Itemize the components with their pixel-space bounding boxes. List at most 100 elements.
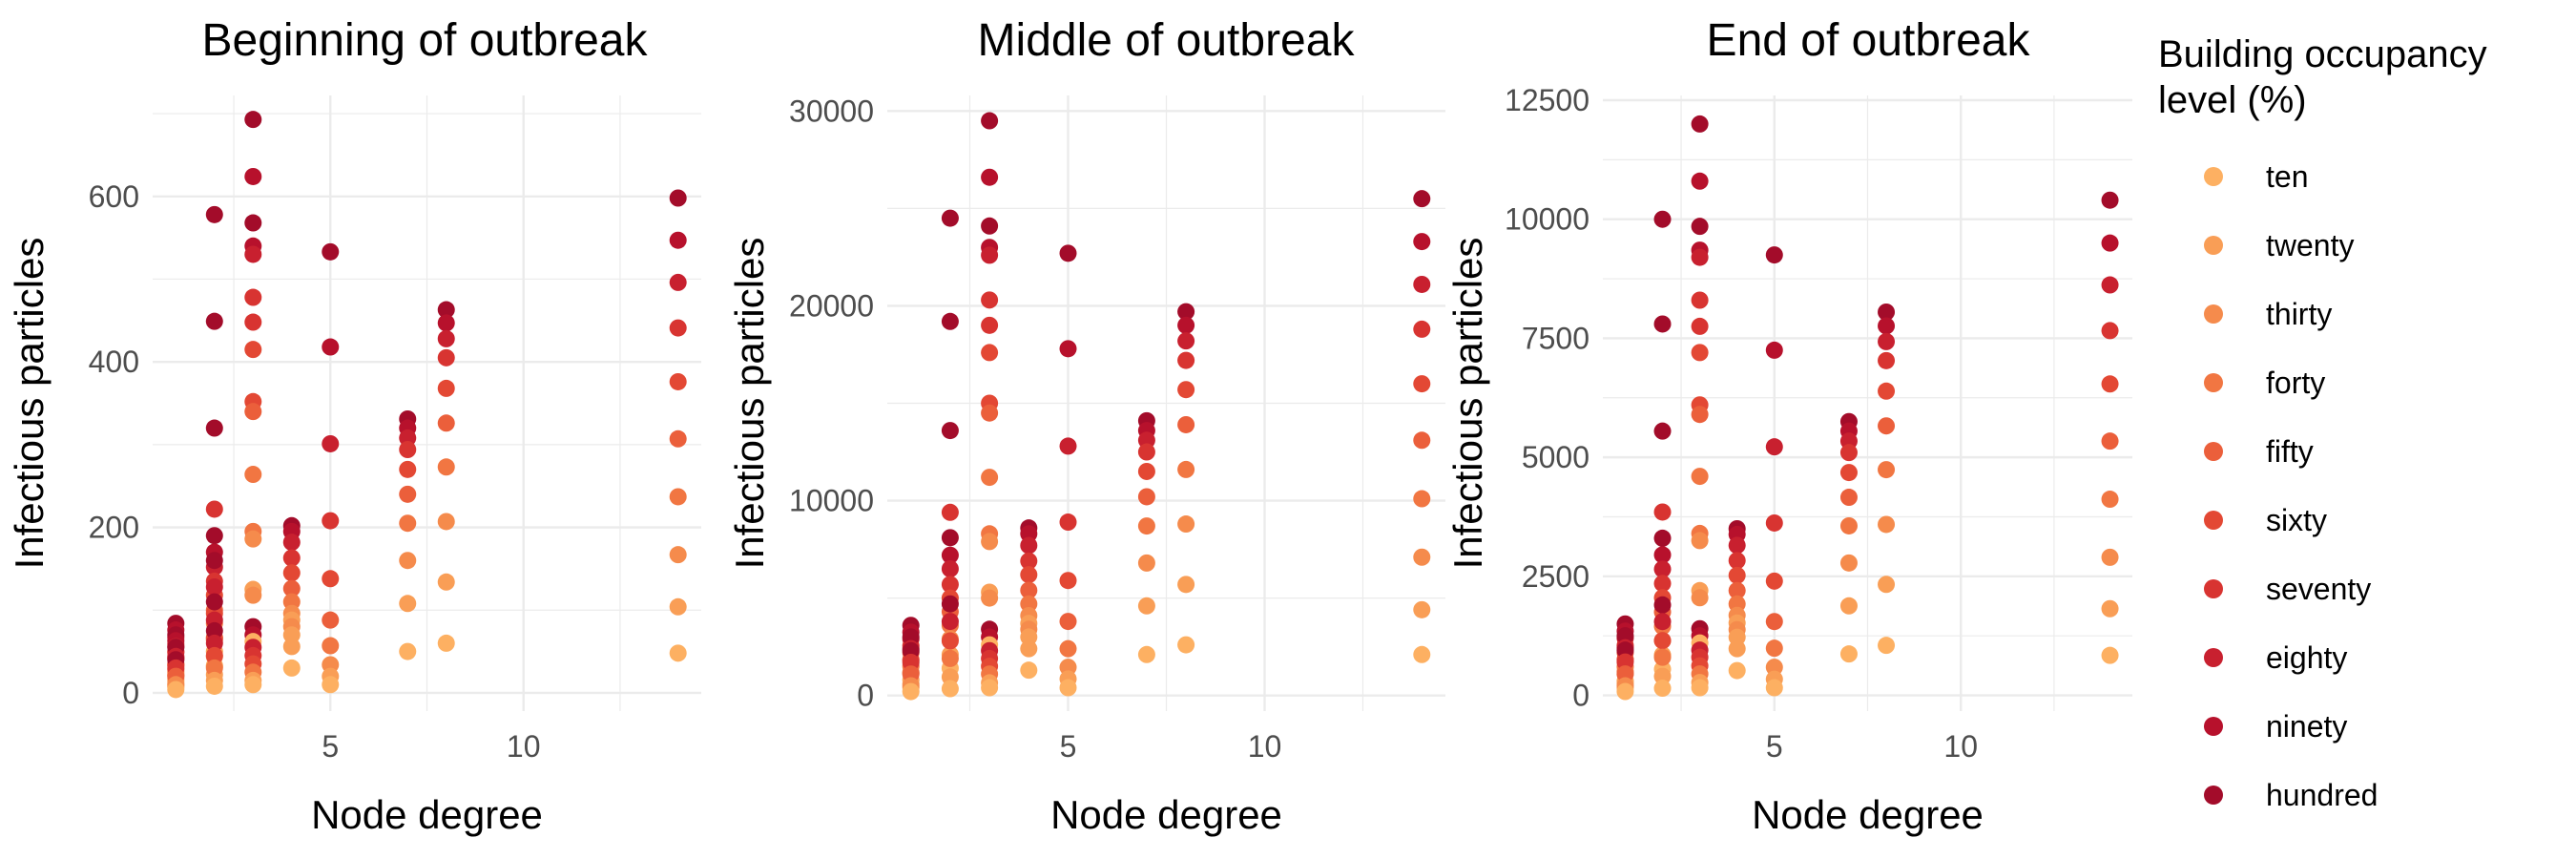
scatter-point-fifty: [669, 430, 687, 448]
y-tick-label: 200: [89, 511, 139, 545]
x-axis-label: Node degree: [1050, 792, 1282, 837]
scatter-point-eighty: [205, 577, 223, 596]
scatter-point-fifty: [1728, 581, 1746, 599]
scatter-point-twenty: [399, 595, 417, 613]
scatter-point-seventy: [1059, 513, 1077, 532]
scatter-point-hundred: [1059, 244, 1077, 262]
scatter-point-sixty: [322, 570, 340, 588]
scatter-point-thirty: [1413, 548, 1431, 566]
scatter-point-thirty: [399, 552, 417, 570]
scatter-point-thirty: [1137, 554, 1155, 572]
scatter-point-seventy: [437, 348, 455, 367]
scatter-point-ten: [1413, 645, 1431, 663]
scatter-point-ninety: [1413, 233, 1431, 251]
scatter-point-hundred: [1653, 422, 1672, 440]
scatter-point-hundred: [205, 527, 223, 545]
scatter-point-ninety: [1059, 340, 1077, 358]
scatter-point-seventy: [1137, 443, 1155, 461]
panel-2: 5 10 0 10000 20000 30000 Middle of outbreak Nod…: [727, 15, 1445, 837]
y-tick-label: 10000: [789, 484, 874, 518]
scatter-point-ten: [399, 642, 417, 660]
scatter-point-ten: [322, 676, 340, 694]
scatter-point-thirty: [1839, 554, 1858, 572]
scatter-point-twenty: [1878, 576, 1896, 594]
scatter-point-thirty: [437, 513, 455, 531]
legend-swatch-ninety: [2204, 717, 2223, 736]
scatter-point-hundred: [205, 593, 223, 611]
scatter-point-eighty: [1765, 438, 1783, 456]
legend-label-hundred: hundred: [2266, 778, 2378, 812]
scatter-point-forty: [399, 514, 417, 533]
scatter-point-ten: [981, 679, 999, 697]
scatter-point-sixty: [669, 372, 687, 390]
scatter-point-twenty: [1728, 639, 1746, 658]
scatter-point-twenty: [1177, 576, 1195, 594]
scatter-point-fifty: [1413, 431, 1431, 450]
legend-swatch-fifty: [2204, 442, 2223, 461]
y-axis-label: Infectious particles: [7, 238, 52, 570]
scatter-point-seventy: [2101, 322, 2119, 340]
scatter-point-twenty: [1839, 597, 1858, 615]
scatter-point-ten: [1653, 680, 1672, 698]
scatter-point-seventy: [1653, 503, 1672, 521]
scatter-point-fifty: [1616, 665, 1634, 683]
scatter-point-ten: [941, 680, 959, 698]
scatter-point-eighty: [1413, 275, 1431, 293]
scatter-point-hundred: [2101, 191, 2119, 209]
scatter-point-seventy: [1765, 513, 1783, 532]
y-tick-label: 0: [1572, 679, 1589, 713]
legend-label-thirty: thirty: [2266, 297, 2332, 331]
scatter-point-eighty: [981, 246, 999, 264]
scatter-point-eighty: [1020, 536, 1038, 555]
scatter-point-ninety: [1653, 546, 1672, 564]
scatter-point-hundred: [1878, 303, 1896, 321]
legend-label-ten: ten: [2266, 159, 2308, 194]
scatter-point-hundred: [205, 205, 223, 223]
scatter-point-ten: [1765, 679, 1783, 697]
x-tick-label: 5: [1060, 729, 1077, 764]
scatter-point-fifty: [399, 485, 417, 503]
scatter-point-twenty: [1653, 667, 1672, 685]
panel-title: Middle of outbreak: [978, 15, 1356, 66]
scatter-point-fifty: [1839, 489, 1858, 507]
scatter-point-ten: [1728, 661, 1746, 680]
scatter-point-forty: [2101, 491, 2119, 509]
scatter-point-hundred: [244, 111, 262, 129]
scatter-point-ten: [1020, 661, 1038, 680]
scatter-point-seventy: [1177, 351, 1195, 369]
y-axis-label: Infectious particles: [727, 238, 772, 570]
panel-title: End of outbreak: [1707, 15, 2031, 66]
legend-swatch-forty: [2204, 373, 2223, 392]
scatter-point-seventy: [244, 288, 262, 306]
scatter-point-eighty: [282, 534, 301, 552]
scatter-point-eighty: [205, 634, 223, 652]
scatter-point-seventy: [1653, 575, 1672, 593]
scatter-point-forty: [244, 466, 262, 484]
legend-swatch-thirty: [2204, 304, 2223, 324]
scatter-point-eighty: [941, 613, 959, 631]
scatter-point-ninety: [981, 168, 999, 186]
scatter-point-ten: [1878, 637, 1896, 655]
scatter-point-seventy: [941, 576, 959, 594]
scatter-point-fifty: [437, 414, 455, 432]
scatter-point-twenty: [1413, 600, 1431, 618]
scatter-point-seventy: [1020, 552, 1038, 570]
scatter-point-eighty: [2101, 276, 2119, 294]
scatter-point-fifty: [1020, 581, 1038, 599]
y-tick-label: 0: [857, 679, 874, 713]
scatter-point-eighty: [1653, 613, 1672, 631]
scatter-point-forty: [1413, 490, 1431, 508]
scatter-point-ten: [205, 677, 223, 695]
legend-swatch-ten: [2204, 167, 2223, 186]
legend-label-forty: forty: [2266, 366, 2325, 400]
scatter-point-seventy: [1878, 351, 1896, 369]
scatter-point-ten: [1177, 636, 1195, 654]
x-axis-label: Node degree: [311, 792, 543, 837]
scatter-point-fifty: [1059, 613, 1077, 631]
scatter-point-thirty: [1177, 515, 1195, 534]
scatter-point-forty: [669, 488, 687, 506]
legend-swatch-seventy: [2204, 579, 2223, 598]
scatter-point-ten: [244, 676, 262, 694]
scatter-point-ninety: [1878, 317, 1896, 335]
